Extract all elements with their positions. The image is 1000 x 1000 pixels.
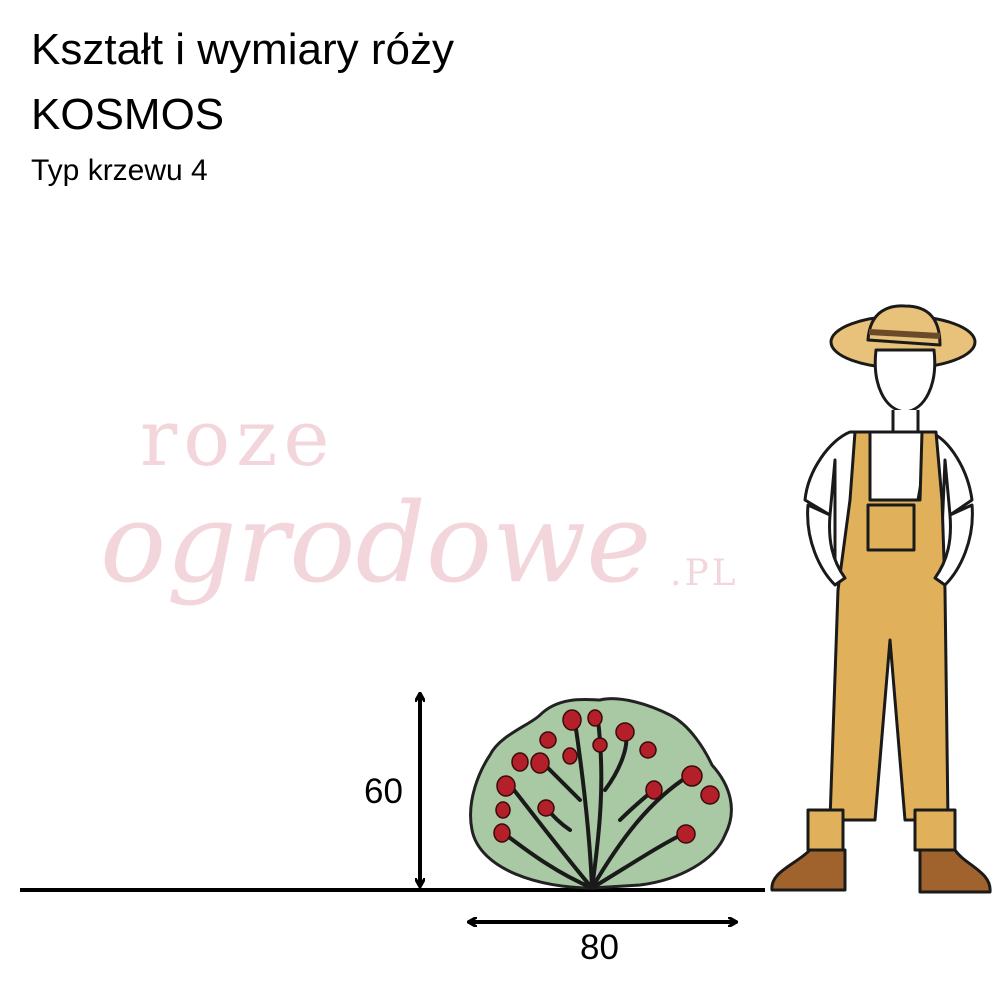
shrub-type: Typ krzewu 4 (31, 154, 208, 187)
watermark-line2: ogrodowe (100, 479, 652, 607)
width-label: 80 (580, 928, 619, 967)
page-title: Kształt i wymiary róży (31, 25, 454, 74)
watermark-suffix: .PL (670, 553, 739, 594)
watermark-line1: roze (140, 394, 336, 484)
rose-name: KOSMOS (31, 90, 225, 139)
gardener-illustration (770, 304, 992, 894)
height-label: 60 (364, 772, 403, 811)
rose-bush-illustration (469, 697, 733, 890)
